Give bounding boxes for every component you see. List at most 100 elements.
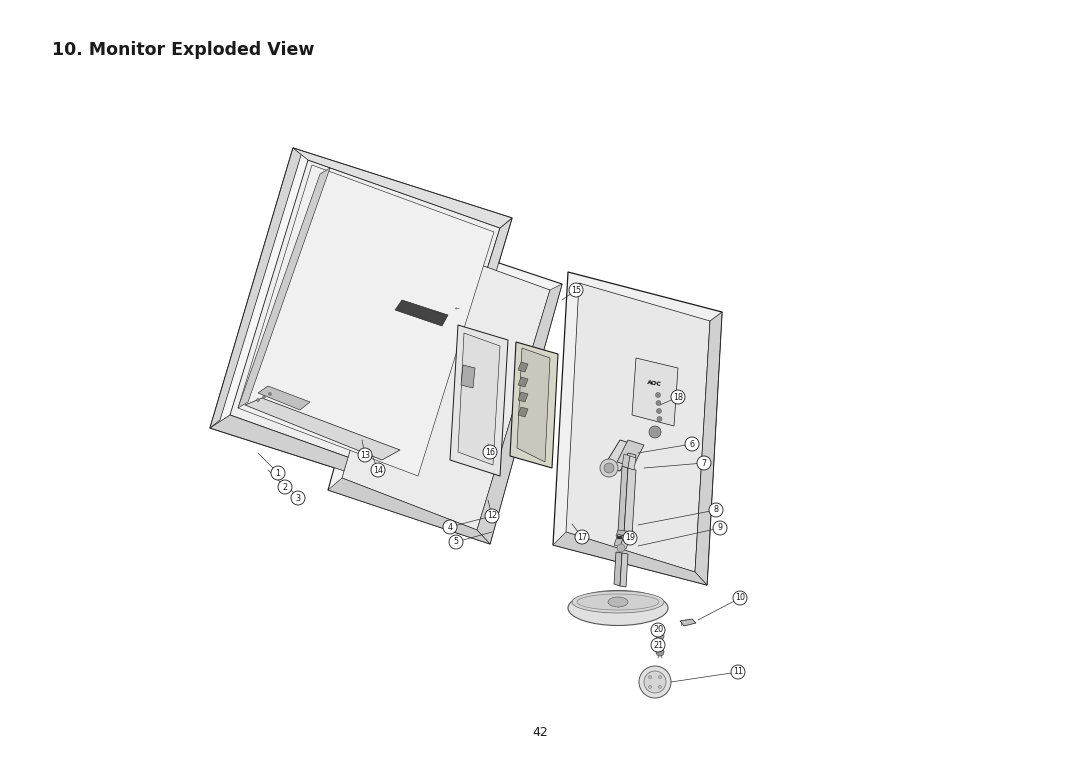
Polygon shape [553, 532, 707, 585]
Polygon shape [328, 230, 562, 544]
Circle shape [649, 675, 651, 678]
Polygon shape [518, 362, 528, 372]
Polygon shape [566, 283, 710, 572]
Text: 7: 7 [701, 459, 706, 468]
Circle shape [483, 445, 497, 459]
Polygon shape [518, 407, 528, 417]
Polygon shape [510, 342, 558, 468]
Polygon shape [632, 358, 678, 426]
Circle shape [651, 623, 665, 637]
Circle shape [262, 395, 266, 398]
Polygon shape [553, 272, 723, 585]
Polygon shape [293, 148, 512, 228]
Text: 14: 14 [373, 465, 383, 475]
Polygon shape [328, 478, 490, 544]
Circle shape [656, 648, 664, 656]
Text: 15: 15 [571, 285, 581, 295]
Text: 10. Monitor Exploded View: 10. Monitor Exploded View [52, 41, 314, 59]
Text: 16: 16 [485, 448, 495, 456]
Polygon shape [420, 218, 512, 498]
Circle shape [485, 509, 499, 523]
Polygon shape [615, 534, 624, 547]
Polygon shape [617, 440, 644, 467]
Circle shape [271, 466, 285, 480]
Polygon shape [245, 398, 400, 460]
Ellipse shape [568, 591, 669, 626]
Polygon shape [696, 312, 723, 585]
Polygon shape [604, 440, 636, 471]
Polygon shape [517, 348, 550, 462]
Circle shape [651, 638, 665, 652]
Text: ←: ← [455, 305, 460, 311]
Text: 5: 5 [454, 537, 459, 546]
Circle shape [569, 283, 583, 297]
Circle shape [600, 459, 618, 477]
Text: AOC: AOC [647, 381, 662, 388]
Circle shape [649, 426, 661, 438]
Circle shape [604, 463, 615, 473]
Polygon shape [238, 168, 330, 408]
Circle shape [671, 390, 685, 404]
Polygon shape [342, 240, 550, 530]
Text: 11: 11 [733, 668, 743, 677]
Circle shape [656, 392, 661, 398]
Polygon shape [450, 325, 508, 476]
Circle shape [708, 503, 723, 517]
Polygon shape [680, 619, 696, 626]
Polygon shape [210, 148, 512, 498]
Text: 4: 4 [447, 523, 453, 532]
Circle shape [644, 671, 666, 693]
Polygon shape [620, 536, 630, 549]
Text: 8: 8 [714, 506, 718, 514]
Circle shape [269, 392, 271, 395]
Polygon shape [230, 160, 500, 483]
Circle shape [659, 685, 661, 688]
Ellipse shape [572, 591, 664, 613]
Text: 19: 19 [625, 533, 635, 542]
Text: 21: 21 [653, 640, 663, 649]
Polygon shape [477, 284, 562, 544]
Text: 18: 18 [673, 392, 683, 401]
Polygon shape [615, 552, 622, 586]
Text: 12: 12 [487, 511, 497, 520]
Text: 17: 17 [577, 533, 588, 542]
Text: 13: 13 [360, 450, 370, 459]
Text: 42: 42 [532, 726, 548, 739]
Circle shape [731, 665, 745, 679]
Circle shape [649, 685, 651, 688]
Circle shape [685, 437, 699, 451]
Circle shape [372, 463, 384, 477]
Text: 9: 9 [717, 523, 723, 533]
Polygon shape [618, 466, 627, 534]
Circle shape [656, 632, 664, 640]
Text: 20: 20 [653, 626, 663, 635]
Circle shape [257, 398, 259, 401]
Polygon shape [622, 454, 630, 468]
Circle shape [713, 521, 727, 535]
Polygon shape [616, 530, 634, 538]
Polygon shape [458, 333, 500, 465]
Circle shape [657, 417, 662, 421]
Polygon shape [461, 365, 475, 388]
Circle shape [733, 591, 747, 605]
Circle shape [278, 480, 292, 494]
Text: 10: 10 [735, 594, 745, 603]
Circle shape [575, 530, 589, 544]
Polygon shape [395, 300, 448, 326]
Circle shape [659, 675, 661, 678]
Circle shape [623, 531, 637, 545]
Polygon shape [624, 453, 636, 468]
Text: 2: 2 [283, 482, 287, 491]
Polygon shape [627, 456, 636, 470]
Circle shape [617, 544, 625, 552]
Circle shape [357, 448, 372, 462]
Circle shape [657, 408, 662, 414]
Text: 6: 6 [689, 439, 694, 449]
Polygon shape [258, 386, 310, 410]
Ellipse shape [577, 594, 659, 610]
Polygon shape [210, 415, 429, 498]
Polygon shape [518, 392, 528, 402]
Polygon shape [238, 165, 494, 476]
Text: 3: 3 [296, 494, 300, 503]
Polygon shape [620, 553, 627, 587]
